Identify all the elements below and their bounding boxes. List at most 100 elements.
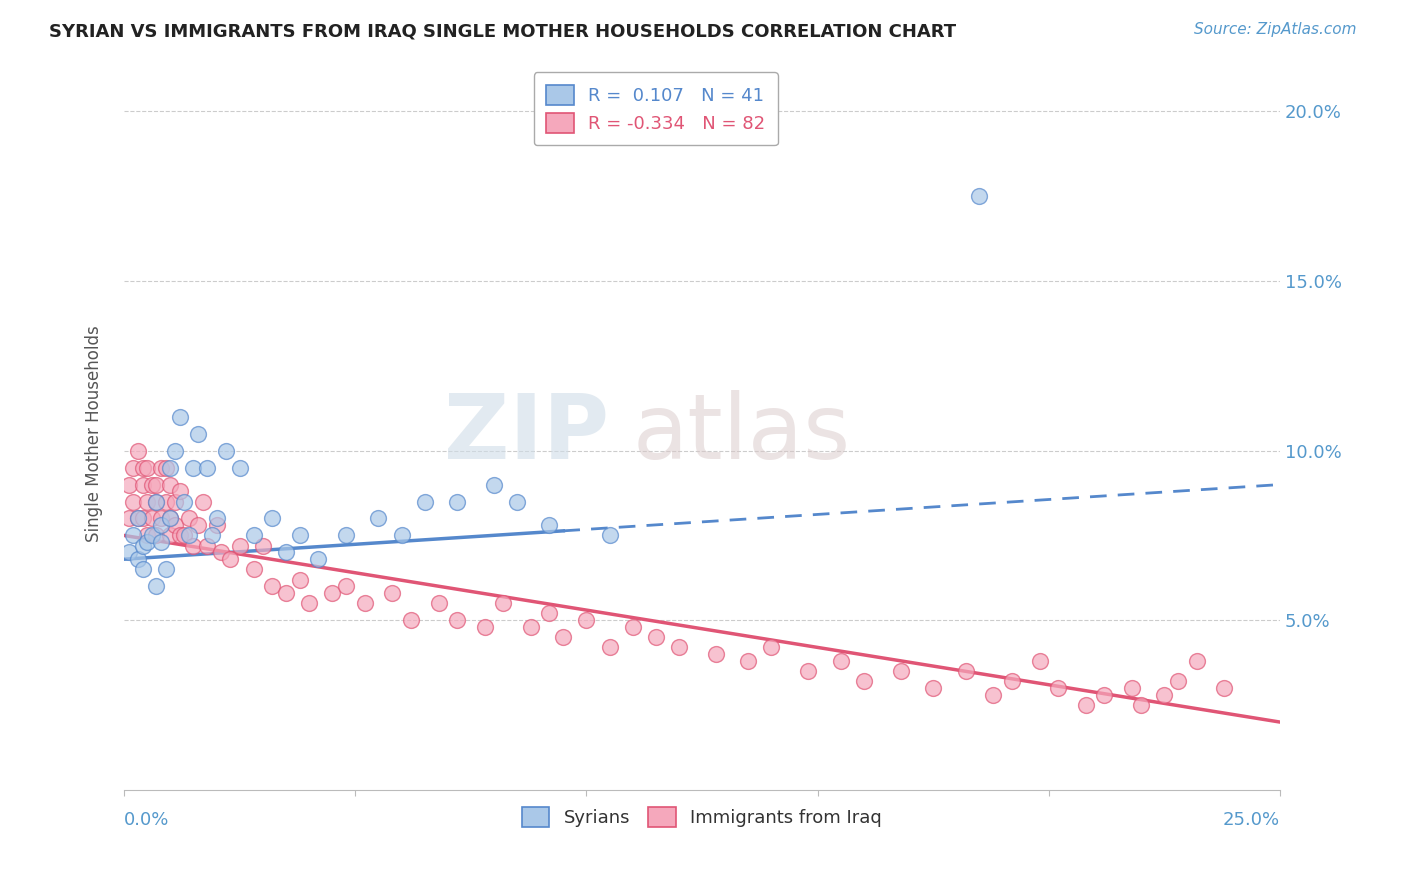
Point xyxy=(474,620,496,634)
Point xyxy=(482,477,505,491)
Point xyxy=(177,528,200,542)
Point xyxy=(252,539,274,553)
Point xyxy=(201,528,224,542)
Point xyxy=(1001,674,1024,689)
Point xyxy=(159,511,181,525)
Point xyxy=(274,545,297,559)
Point xyxy=(538,607,561,621)
Point xyxy=(219,552,242,566)
Point xyxy=(159,460,181,475)
Point xyxy=(969,189,991,203)
Point xyxy=(644,630,666,644)
Point xyxy=(205,511,228,525)
Text: 0.0%: 0.0% xyxy=(124,812,170,830)
Point xyxy=(136,494,159,508)
Point xyxy=(205,518,228,533)
Point xyxy=(118,545,141,559)
Y-axis label: Single Mother Households: Single Mother Households xyxy=(86,326,103,542)
Point xyxy=(228,460,250,475)
Point xyxy=(145,477,167,491)
Point xyxy=(155,562,177,576)
Point xyxy=(169,484,191,499)
Point xyxy=(131,460,153,475)
Point xyxy=(307,552,329,566)
Point xyxy=(145,579,167,593)
Point xyxy=(136,535,159,549)
Point xyxy=(1130,698,1153,712)
Point xyxy=(262,579,284,593)
Point xyxy=(118,477,141,491)
Point xyxy=(668,640,690,655)
Point xyxy=(288,528,311,542)
Point xyxy=(228,539,250,553)
Point xyxy=(381,586,404,600)
Point xyxy=(159,477,181,491)
Point xyxy=(131,511,153,525)
Point xyxy=(150,460,173,475)
Point xyxy=(1185,654,1208,668)
Point xyxy=(446,613,468,627)
Point xyxy=(195,539,218,553)
Point xyxy=(131,562,153,576)
Point xyxy=(427,596,450,610)
Text: Source: ZipAtlas.com: Source: ZipAtlas.com xyxy=(1194,22,1357,37)
Point xyxy=(177,511,200,525)
Point xyxy=(1074,698,1097,712)
Point xyxy=(127,552,149,566)
Point xyxy=(191,494,214,508)
Point xyxy=(141,477,163,491)
Point xyxy=(150,535,173,549)
Point xyxy=(209,545,232,559)
Point xyxy=(506,494,529,508)
Point xyxy=(145,494,167,508)
Point xyxy=(298,596,321,610)
Point xyxy=(890,664,912,678)
Point xyxy=(367,511,389,525)
Point xyxy=(183,460,205,475)
Point xyxy=(145,528,167,542)
Point xyxy=(183,539,205,553)
Point xyxy=(242,528,264,542)
Point xyxy=(599,528,621,542)
Point xyxy=(141,528,163,542)
Point xyxy=(981,688,1004,702)
Point xyxy=(163,494,186,508)
Point xyxy=(127,511,149,525)
Point xyxy=(131,539,153,553)
Point xyxy=(852,674,875,689)
Point xyxy=(737,654,759,668)
Point xyxy=(169,409,191,424)
Text: ZIP: ZIP xyxy=(444,390,610,478)
Point xyxy=(353,596,375,610)
Point xyxy=(321,586,343,600)
Point xyxy=(413,494,436,508)
Point xyxy=(122,528,145,542)
Text: atlas: atlas xyxy=(633,390,851,478)
Point xyxy=(1121,681,1143,695)
Point xyxy=(553,630,575,644)
Point xyxy=(1028,654,1050,668)
Point xyxy=(621,620,644,634)
Text: 25.0%: 25.0% xyxy=(1223,812,1279,830)
Point xyxy=(399,613,422,627)
Point xyxy=(150,511,173,525)
Point xyxy=(1167,674,1189,689)
Legend: Syrians, Immigrants from Iraq: Syrians, Immigrants from Iraq xyxy=(515,800,889,834)
Point xyxy=(922,681,945,695)
Point xyxy=(1153,688,1175,702)
Point xyxy=(520,620,543,634)
Point xyxy=(122,460,145,475)
Point xyxy=(169,528,191,542)
Point xyxy=(163,443,186,458)
Point xyxy=(187,518,209,533)
Point xyxy=(955,664,977,678)
Point xyxy=(1047,681,1070,695)
Point xyxy=(1213,681,1236,695)
Point xyxy=(163,518,186,533)
Point xyxy=(173,528,195,542)
Text: SYRIAN VS IMMIGRANTS FROM IRAQ SINGLE MOTHER HOUSEHOLDS CORRELATION CHART: SYRIAN VS IMMIGRANTS FROM IRAQ SINGLE MO… xyxy=(49,22,956,40)
Point xyxy=(131,477,153,491)
Point xyxy=(797,664,820,678)
Point xyxy=(446,494,468,508)
Point xyxy=(159,511,181,525)
